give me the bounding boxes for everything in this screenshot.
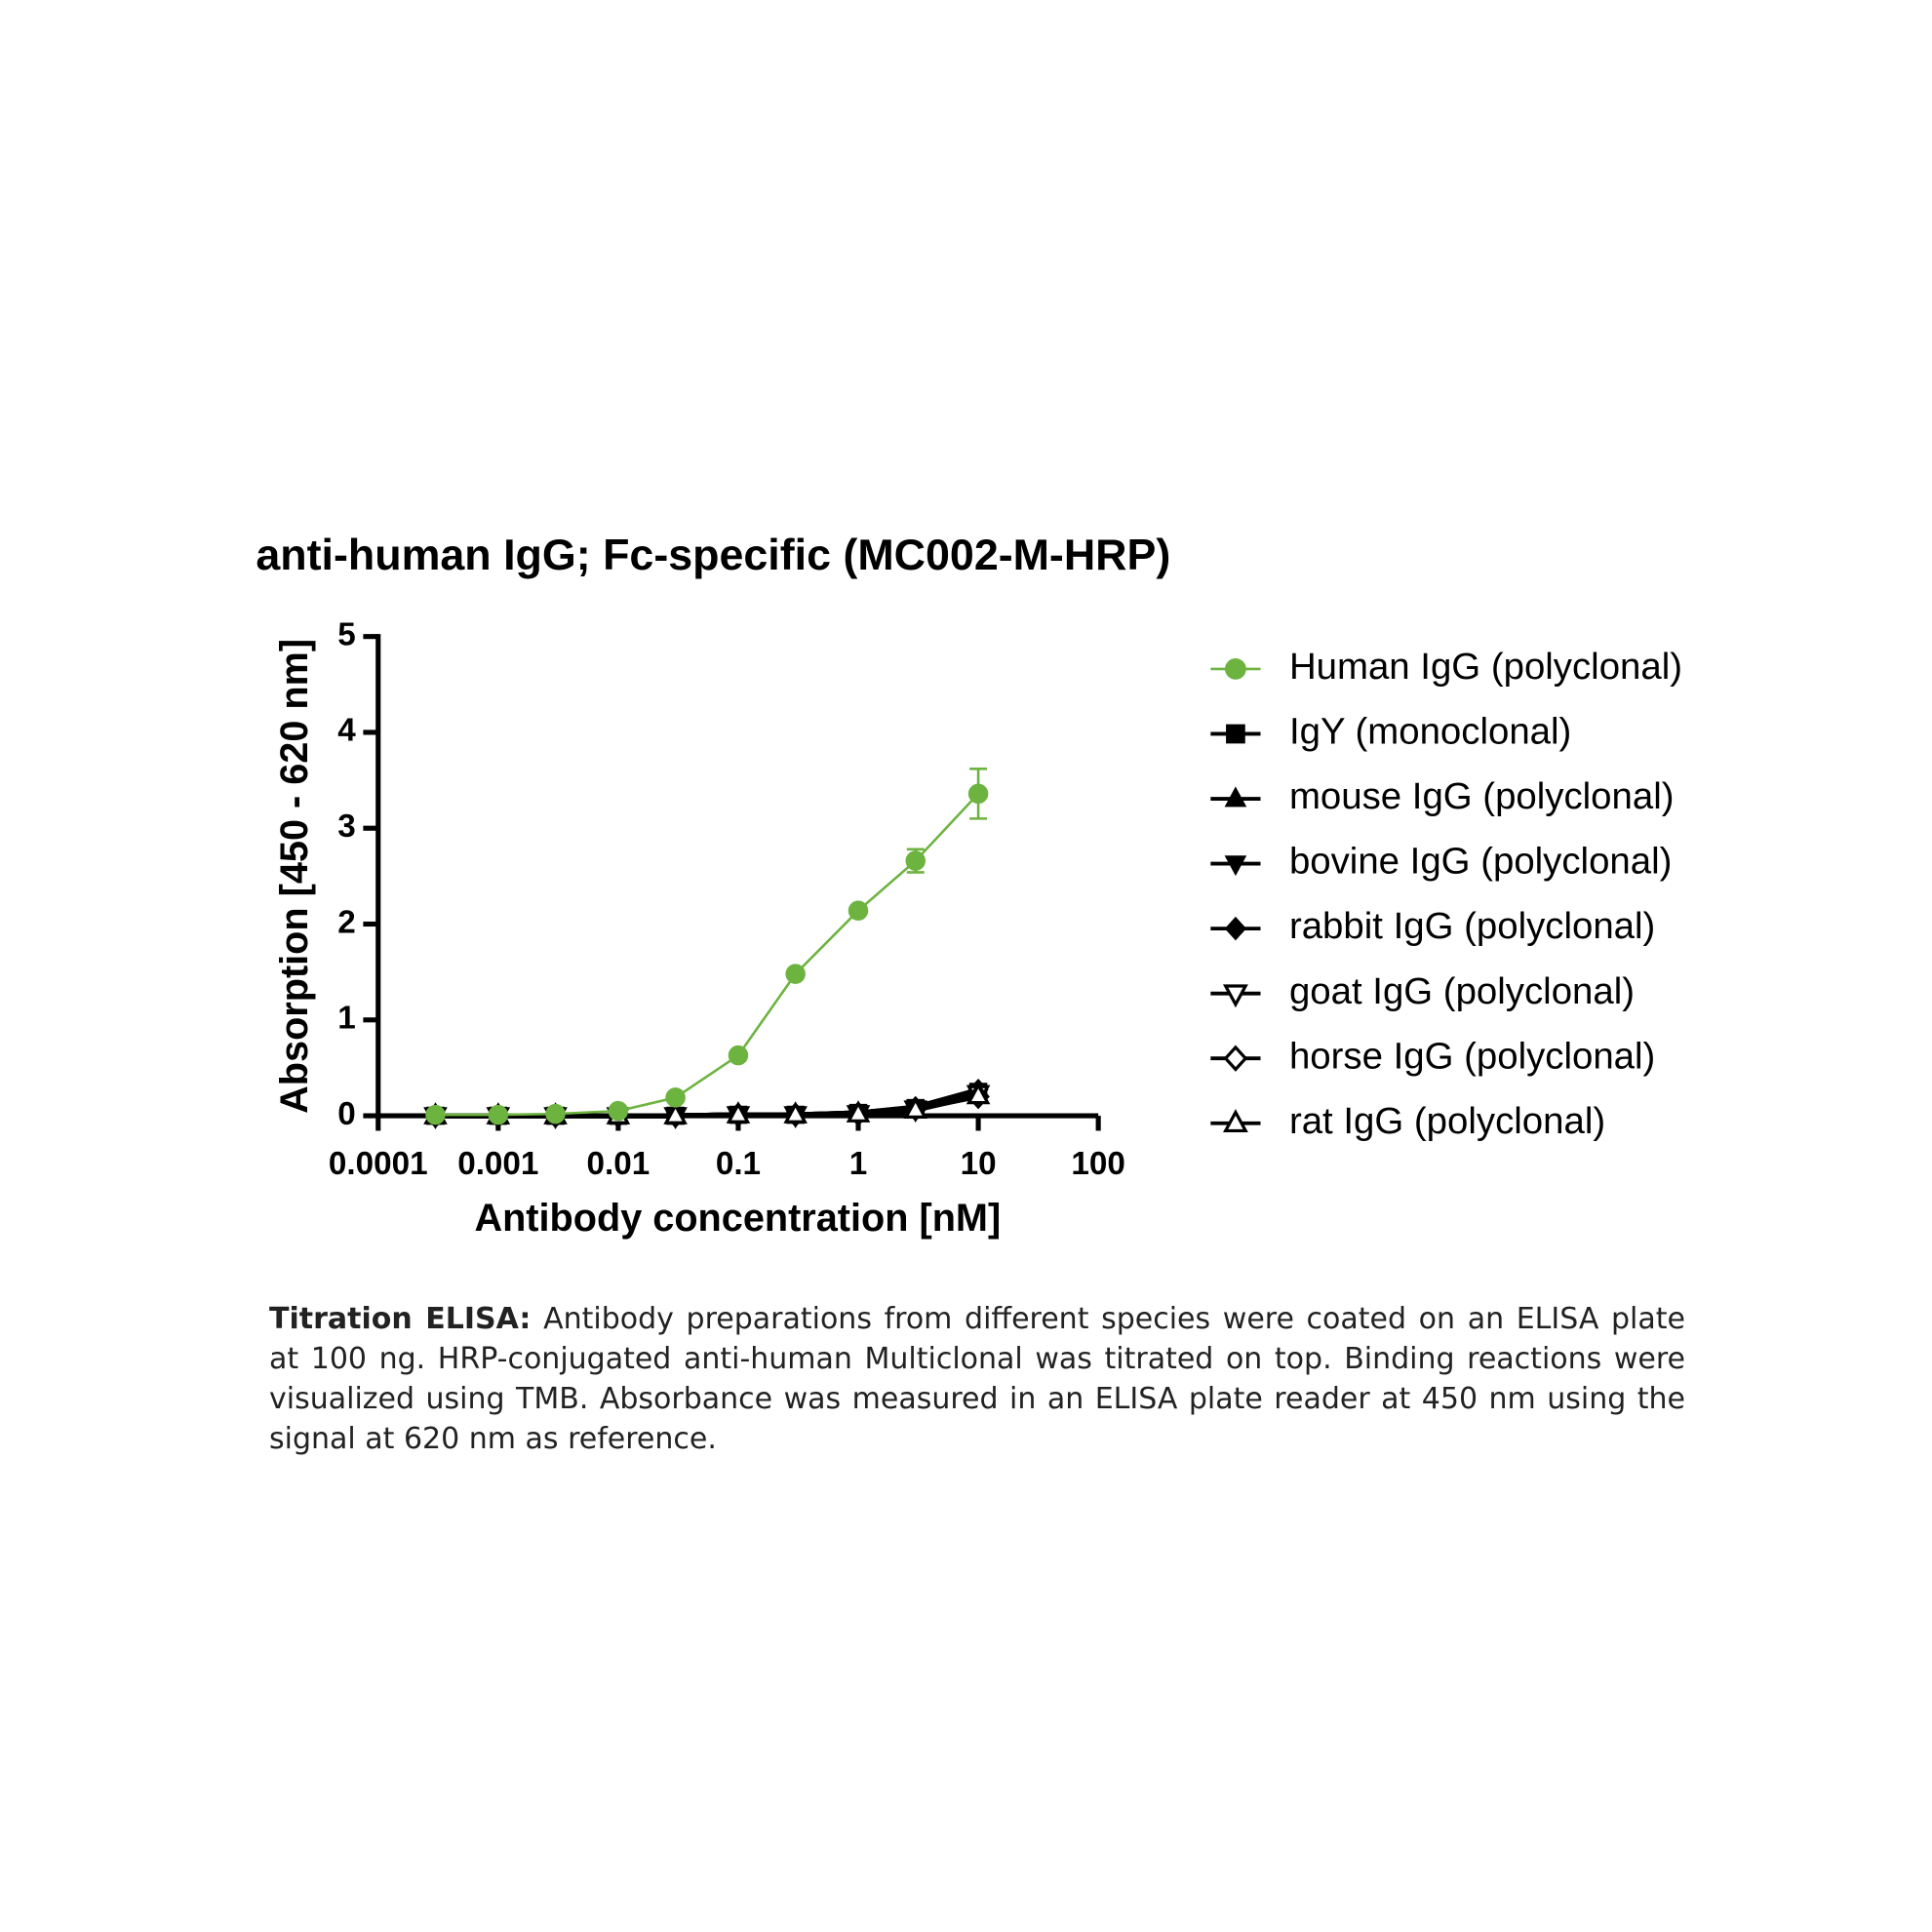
legend-marker [1224,916,1247,941]
x-tick-label: 0.001 [457,1146,538,1182]
caption-label: Titration ELISA: [269,1302,532,1336]
marker [488,1104,509,1125]
x-tick-label: 0.01 [587,1146,651,1182]
x-tick-label: 1 [849,1146,868,1182]
legend-label: rat IgG (polyclonal) [1289,1100,1605,1142]
y-tick-label: 5 [337,616,356,652]
marker [903,1096,928,1119]
legend-label: rabbit IgG (polyclonal) [1289,905,1655,947]
legend-label: goat IgG (polyclonal) [1289,970,1635,1012]
legend-marker [1225,658,1246,680]
x-tick-label: 10 [961,1146,997,1182]
legend-label: mouse IgG (polyclonal) [1289,775,1675,817]
marker [608,1100,629,1122]
legend-marker [1222,984,1248,1008]
x-axis-label: Antibody concentration [nM] [474,1197,1001,1240]
legend-label: bovine IgG (polyclonal) [1289,841,1672,883]
series-line [435,792,980,1117]
marker [848,900,869,921]
marker [966,1082,991,1105]
marker [783,1101,808,1124]
legend-marker [1222,1109,1248,1133]
marker [663,1102,688,1124]
x-tick-label: 100 [1071,1146,1125,1182]
legend-marker [1223,1045,1248,1072]
y-tick-label: 2 [337,904,356,940]
marker [545,1103,566,1124]
y-tick-label: 3 [337,808,356,845]
caption: Titration ELISA: Antibody preparations f… [269,1299,1685,1459]
y-tick-label: 4 [337,713,356,749]
marker [785,964,806,984]
y-tick-label: 0 [337,1096,356,1132]
marker [967,783,989,805]
series-line [435,1092,979,1119]
legend-marker [1226,724,1245,744]
marker [846,1100,871,1123]
x-tick-label: 0.1 [716,1146,761,1182]
y-axis-label: Absorption [450 - 620 nm] [273,639,316,1114]
legend-label: horse IgG (polyclonal) [1289,1035,1655,1077]
x-tick-label: 0.0001 [329,1146,428,1182]
legend-marker [1224,855,1247,877]
legend-label: IgY (monoclonal) [1289,711,1571,753]
y-tick-label: 1 [337,1001,356,1037]
marker [665,1087,686,1108]
legend-marker [1224,786,1247,808]
marker [905,850,926,871]
chart-title: anti-human IgG; Fc-specific (MC002-M-HRP… [256,531,1170,579]
marker [726,1101,751,1124]
marker [425,1104,446,1125]
marker [728,1045,749,1066]
caption-text: Antibody preparations from different spe… [269,1302,1685,1456]
legend-label: Human IgG (polyclonal) [1289,646,1682,688]
